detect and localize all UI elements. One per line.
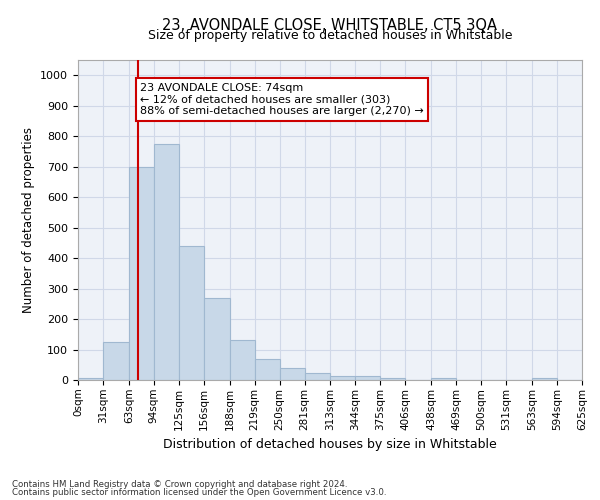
Text: 23 AVONDALE CLOSE: 74sqm
← 12% of detached houses are smaller (303)
88% of semi-: 23 AVONDALE CLOSE: 74sqm ← 12% of detach…: [140, 83, 424, 116]
Text: Contains HM Land Registry data © Crown copyright and database right 2024.: Contains HM Land Registry data © Crown c…: [12, 480, 347, 489]
Text: Contains public sector information licensed under the Open Government Licence v3: Contains public sector information licen…: [12, 488, 386, 497]
Bar: [154, 144, 179, 380]
Bar: [78, 378, 103, 380]
Bar: [431, 378, 456, 380]
Bar: [331, 376, 355, 380]
Bar: [254, 358, 280, 380]
Bar: [305, 374, 331, 380]
Bar: [355, 376, 380, 380]
Bar: [532, 378, 557, 380]
Bar: [204, 298, 230, 380]
Bar: [179, 246, 204, 380]
Bar: [380, 378, 406, 380]
Text: Size of property relative to detached houses in Whitstable: Size of property relative to detached ho…: [148, 29, 512, 42]
Bar: [280, 368, 305, 380]
Bar: [230, 340, 254, 380]
Bar: [129, 166, 154, 380]
X-axis label: Distribution of detached houses by size in Whitstable: Distribution of detached houses by size …: [163, 438, 497, 451]
Text: 23, AVONDALE CLOSE, WHITSTABLE, CT5 3QA: 23, AVONDALE CLOSE, WHITSTABLE, CT5 3QA: [163, 18, 497, 32]
Bar: [103, 342, 129, 380]
Y-axis label: Number of detached properties: Number of detached properties: [22, 127, 35, 313]
